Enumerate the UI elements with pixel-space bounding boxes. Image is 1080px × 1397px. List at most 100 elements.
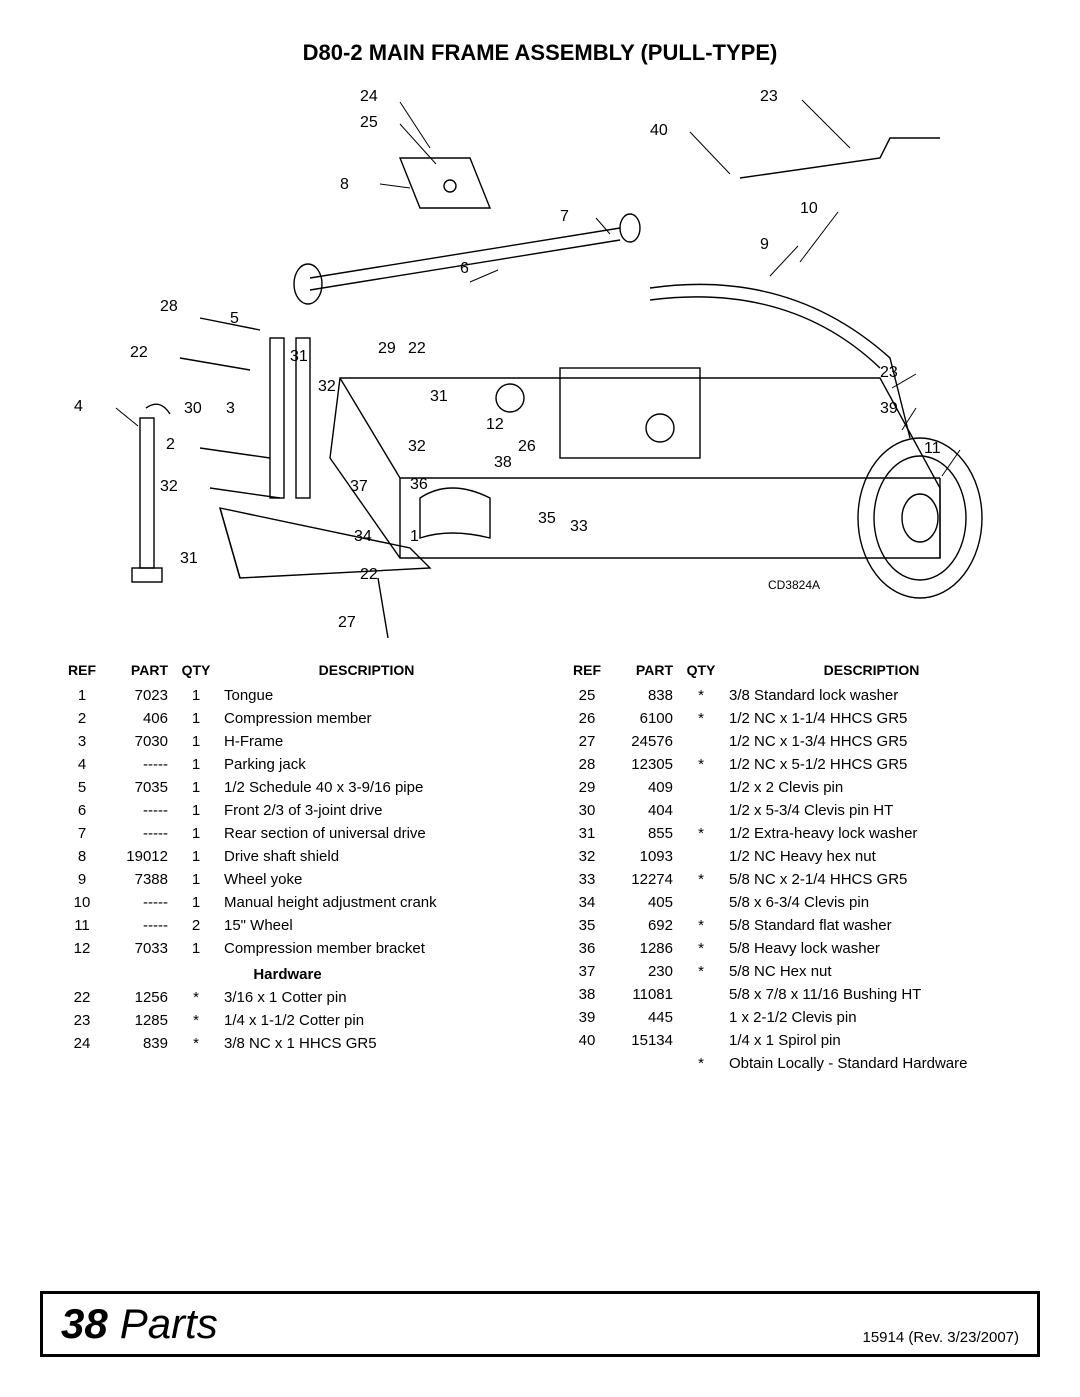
- cell-qty: *: [679, 1052, 723, 1075]
- callout-number: 22: [130, 344, 148, 362]
- callout-number: 31: [430, 388, 448, 406]
- cell-qty: *: [679, 684, 723, 707]
- cell-ref: 23: [60, 1009, 104, 1032]
- cell-qty: *: [679, 868, 723, 891]
- col-qty: QTY: [174, 662, 218, 684]
- cell-part: 406: [104, 707, 174, 730]
- page-number: 38: [61, 1300, 108, 1348]
- cell-ref: 25: [565, 684, 609, 707]
- table-row: 10-----1Manual height adjustment crank: [60, 891, 515, 914]
- page: D80-2 MAIN FRAME ASSEMBLY (PULL-TYPE): [0, 0, 1080, 1397]
- cell-ref: 39: [565, 1006, 609, 1029]
- cell-desc: Obtain Locally - Standard Hardware: [723, 1052, 1020, 1075]
- cell-ref: 27: [565, 730, 609, 753]
- cell-desc: 5/8 x 6-3/4 Clevis pin: [723, 891, 1020, 914]
- callout-number: 3: [226, 400, 235, 418]
- table-row: 40151341/4 x 1 Spirol pin: [565, 1029, 1020, 1052]
- parts-table-right: REF PART QTY DESCRIPTION 25838*3/8 Stand…: [565, 662, 1020, 1075]
- table-row: 973881Wheel yoke: [60, 868, 515, 891]
- table-row: 221256*3/16 x 1 Cotter pin: [60, 986, 515, 1009]
- col-qty: QTY: [679, 662, 723, 684]
- cell-desc: 1/2 x 5-3/4 Clevis pin HT: [723, 799, 1020, 822]
- cell-desc: 1 x 2-1/2 Clevis pin: [723, 1006, 1020, 1029]
- cell-qty: [679, 799, 723, 822]
- table-row: 294091/2 x 2 Clevis pin: [565, 776, 1020, 799]
- cell-qty: 1: [174, 822, 218, 845]
- cell-part: -----: [104, 914, 174, 937]
- cell-desc: 1/2 Schedule 40 x 3-9/16 pipe: [218, 776, 515, 799]
- table-row: 6-----1Front 2/3 of 3-joint drive: [60, 799, 515, 822]
- cell-qty: [679, 1006, 723, 1029]
- col-desc: DESCRIPTION: [723, 662, 1020, 684]
- cell-ref: 9: [60, 868, 104, 891]
- cell-ref: 12: [60, 937, 104, 960]
- cell-part: 405: [609, 891, 679, 914]
- cell-qty: *: [174, 986, 218, 1009]
- table-row: 34405 5/8 x 6-3/4 Clevis pin: [565, 891, 1020, 914]
- cell-ref: 37: [565, 960, 609, 983]
- cell-ref: [565, 1052, 609, 1075]
- cell-part: 839: [104, 1032, 174, 1055]
- cell-qty: [679, 730, 723, 753]
- cell-qty: *: [679, 822, 723, 845]
- cell-ref: 34: [565, 891, 609, 914]
- cell-desc: 1/2 NC x 1-1/4 HHCS GR5: [723, 707, 1020, 730]
- cell-ref: 7: [60, 822, 104, 845]
- cell-qty: 1: [174, 730, 218, 753]
- cell-ref: 32: [565, 845, 609, 868]
- cell-part: 12305: [609, 753, 679, 776]
- table-row: 35692*5/8 Standard flat washer: [565, 914, 1020, 937]
- cell-ref: 11: [60, 914, 104, 937]
- cell-part: 692: [609, 914, 679, 937]
- callout-number: 34: [354, 528, 372, 546]
- cell-qty: *: [174, 1009, 218, 1032]
- cell-qty: 1: [174, 707, 218, 730]
- cell-ref: 3: [60, 730, 104, 753]
- col-part: PART: [609, 662, 679, 684]
- cell-part: 838: [609, 684, 679, 707]
- table-row: 38110815/8 x 7/8 x 11/16 Bushing HT: [565, 983, 1020, 1006]
- cell-part: 445: [609, 1006, 679, 1029]
- table-row: 8190121Drive shaft shield: [60, 845, 515, 868]
- callout-number: 7: [560, 208, 569, 226]
- cell-desc: 3/8 NC x 1 HHCS GR5: [218, 1032, 515, 1055]
- cell-desc: Compression member: [218, 707, 515, 730]
- cell-ref: 22: [60, 986, 104, 1009]
- cell-desc: 3/16 x 1 Cotter pin: [218, 986, 515, 1009]
- table-row: 37230*5/8 NC Hex nut: [565, 960, 1020, 983]
- cell-qty: [679, 983, 723, 1006]
- callout-number: 40: [650, 122, 668, 140]
- cell-part: -----: [104, 891, 174, 914]
- cell-part: 19012: [104, 845, 174, 868]
- callout-number: 26: [518, 438, 536, 456]
- hardware-section-row: Hardware: [60, 960, 515, 986]
- cell-ref: 38: [565, 983, 609, 1006]
- cell-qty: 1: [174, 845, 218, 868]
- cell-part: 12274: [609, 868, 679, 891]
- section-name: Parts: [120, 1300, 218, 1348]
- cell-desc: 1/2 NC Heavy hex nut: [723, 845, 1020, 868]
- cell-part: 1093: [609, 845, 679, 868]
- callout-number: 27: [338, 614, 356, 632]
- table-row: 304041/2 x 5-3/4 Clevis pin HT: [565, 799, 1020, 822]
- cell-part: 1285: [104, 1009, 174, 1032]
- exploded-diagram: 2425234087109628522312922233231430339212…: [60, 78, 1020, 648]
- cell-qty: 1: [174, 753, 218, 776]
- cell-part: 855: [609, 822, 679, 845]
- cell-ref: 33: [565, 868, 609, 891]
- cell-desc: Rear section of universal drive: [218, 822, 515, 845]
- col-desc: DESCRIPTION: [218, 662, 515, 684]
- callout-number: 9: [760, 236, 769, 254]
- cell-part: -----: [104, 799, 174, 822]
- cell-qty: *: [679, 914, 723, 937]
- col-ref: REF: [60, 662, 104, 684]
- cell-part: 1286: [609, 937, 679, 960]
- cell-desc: Tongue: [218, 684, 515, 707]
- callout-number: 32: [160, 478, 178, 496]
- cell-part: -----: [104, 753, 174, 776]
- table-row: 1270331Compression member bracket: [60, 937, 515, 960]
- cell-ref: 28: [565, 753, 609, 776]
- table-row: 5703511/2 Schedule 40 x 3-9/16 pipe: [60, 776, 515, 799]
- table-row: *Obtain Locally - Standard Hardware: [565, 1052, 1020, 1075]
- cell-desc: Parking jack: [218, 753, 515, 776]
